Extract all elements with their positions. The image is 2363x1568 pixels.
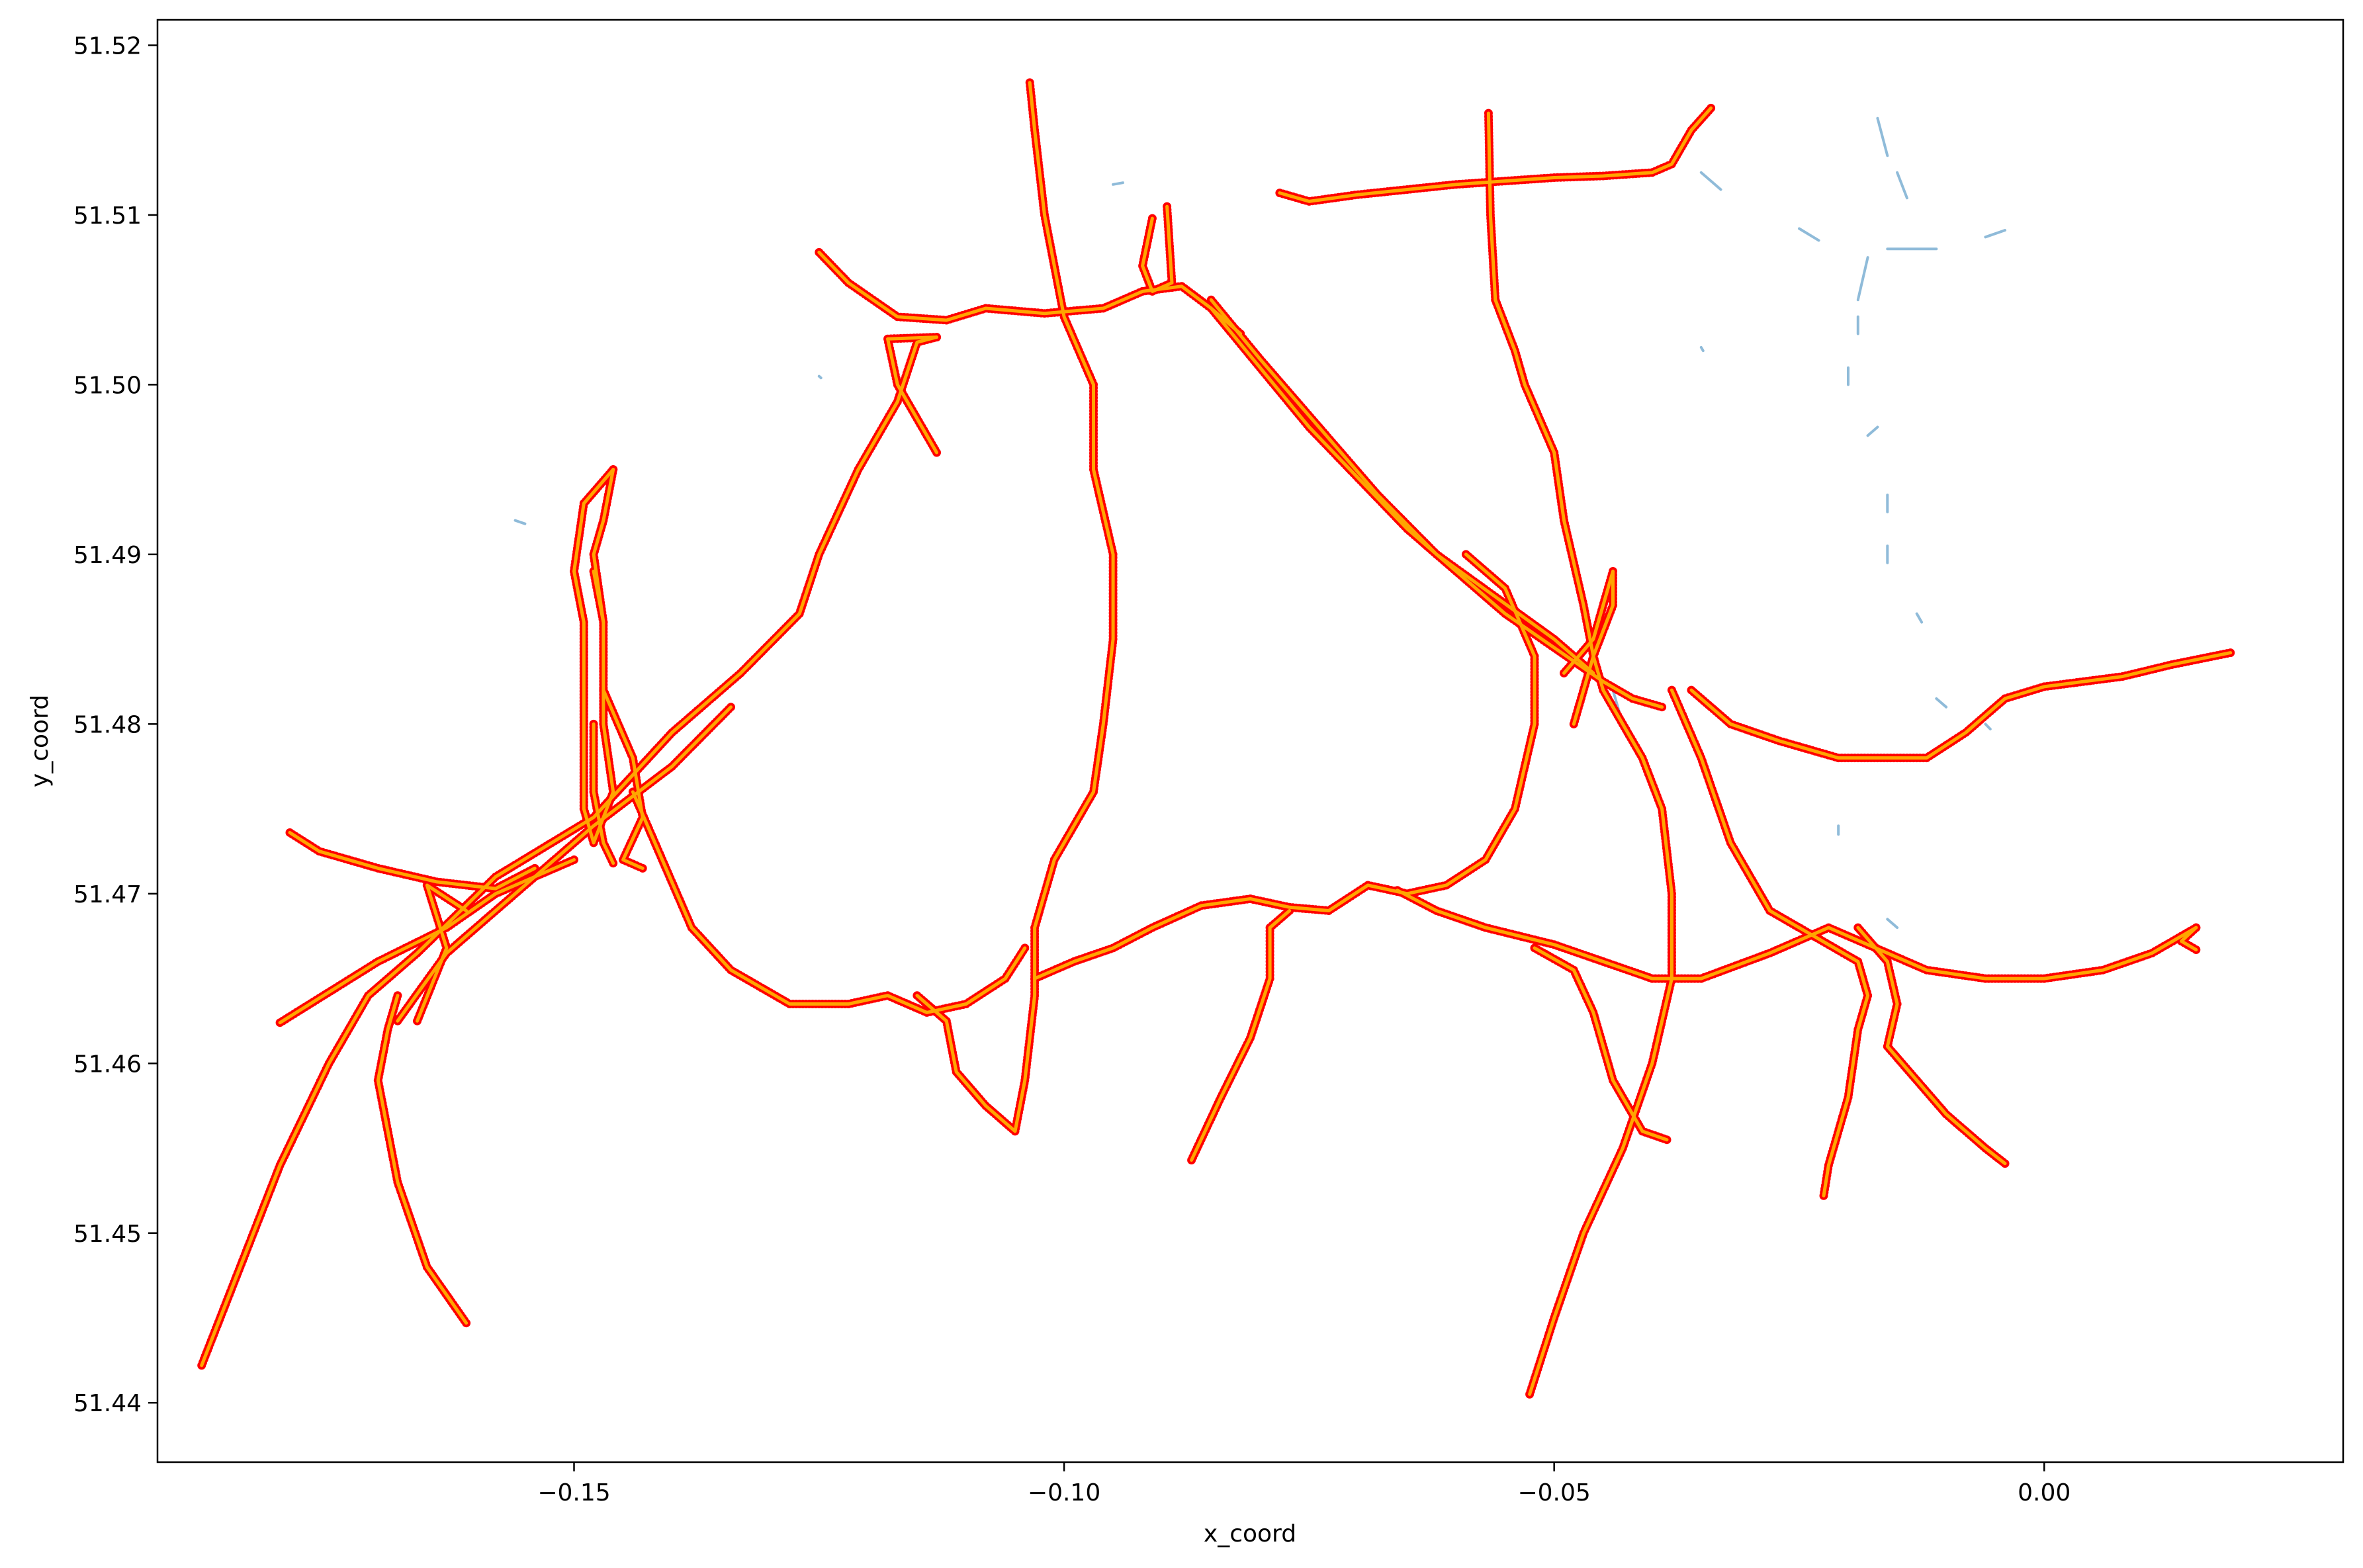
plot-area [197,78,2235,1399]
route-line [1141,204,1174,293]
route-line [1209,298,1595,675]
background-road-segments [513,116,2006,930]
y-tick-label: 51.50 [73,372,142,399]
background-road-segment [1984,229,2006,239]
y-tick-label: 51.47 [73,881,142,908]
background-road-segment [513,519,527,525]
y-tick-label: 51.52 [73,32,142,60]
y-tick-label: 51.44 [73,1390,142,1417]
background-road-segment [1699,346,1705,353]
background-road-segment [1915,612,1924,624]
route-line [1670,688,1870,1198]
route-line [1278,106,1713,203]
x-axis: −0.15 −0.10 −0.05 0.00 [537,1462,2071,1506]
y-tick-label: 51.48 [73,711,142,738]
route-line [1856,926,2007,1166]
route-line [200,335,938,1368]
y-tick-label: 51.46 [73,1051,142,1078]
background-road-segment [1876,116,1889,157]
route-line [1533,946,1669,1142]
route-line [1486,111,1497,302]
route-line [416,883,468,1023]
background-road-segment [1856,256,1869,302]
background-road-segment [1886,918,1899,930]
route-line [1033,552,1537,980]
y-tick-label: 51.51 [73,202,142,230]
y-axis-label: y_coord [26,695,54,787]
route-line [2180,926,2198,951]
x-tick-label: 0.00 [2018,1479,2071,1506]
x-tick-label: −0.05 [1517,1479,1590,1506]
route-line [592,722,615,865]
route-line [817,250,1243,335]
route-lines [200,81,2233,1396]
x-axis-label: x_coord [1204,1520,1296,1547]
route-line [1689,651,2233,760]
route-line [1562,570,1615,726]
route-line [376,994,468,1325]
x-tick-label: −0.10 [1028,1479,1100,1506]
route-line [592,468,615,624]
route-line [1396,889,2198,980]
background-road-segment [1699,171,1722,191]
route-line [1494,298,1673,1396]
route-line [278,858,576,1025]
y-tick-label: 51.45 [73,1221,142,1248]
route-line [1209,306,1664,709]
background-road-segment [1798,227,1820,242]
route-line [915,81,1115,1133]
axes-frame [156,19,2344,1463]
y-axis: 51.44 51.45 51.46 51.47 51.48 51.49 51.50 51.51… [73,32,157,1417]
route-line [631,790,1027,1014]
route-line [288,831,537,891]
background-road-segment [1866,425,1879,437]
background-road-segment [1935,697,1948,709]
route-line [1190,909,1292,1162]
route-line [886,335,938,455]
background-road-segment [1896,171,1908,200]
background-road-segment [817,374,823,380]
background-road-segment [1984,722,1992,730]
background-road-segment [1112,181,1124,186]
y-tick-label: 51.49 [73,542,142,569]
x-tick-label: −0.15 [537,1479,610,1506]
